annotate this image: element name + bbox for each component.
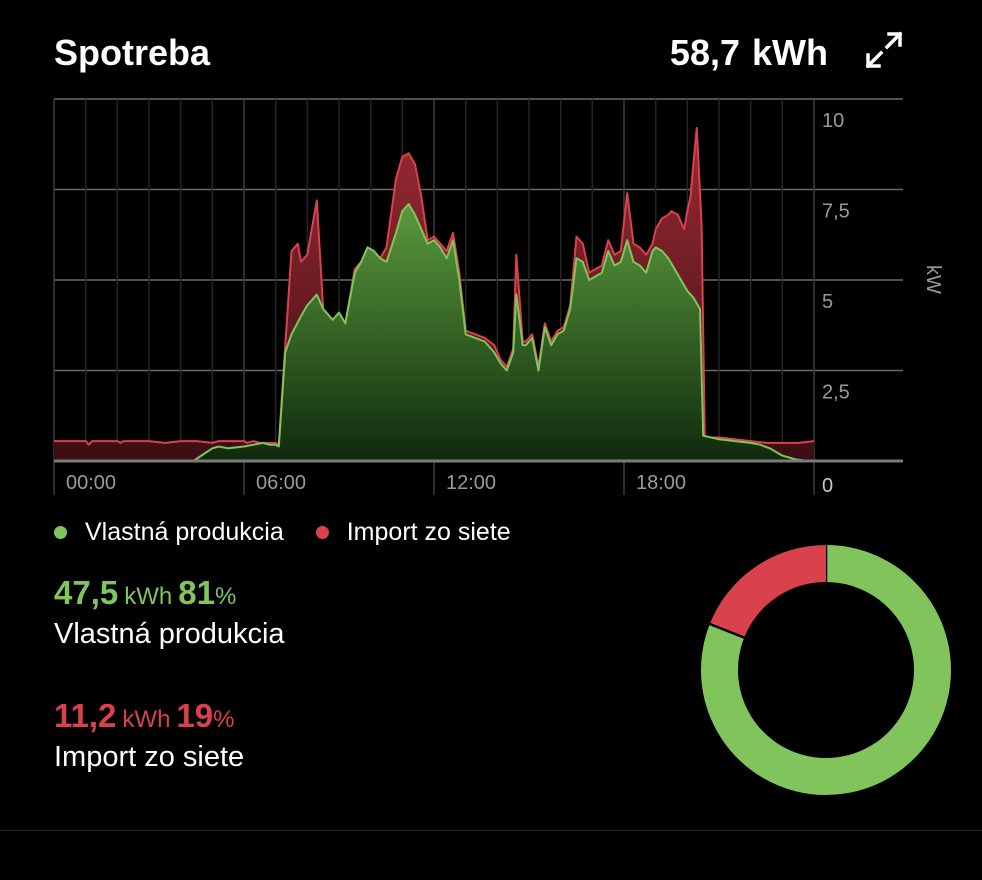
consumption-chart: 00:00 06:00 12:00 18:00 10 7,5 5 2,5 0 kW	[53, 98, 944, 497]
total-unit: kWh	[752, 32, 828, 73]
stat-production-unit: kWh	[124, 583, 173, 610]
y-tick-label: 2,5	[822, 382, 850, 404]
expand-button[interactable]	[864, 30, 904, 70]
x-tick-label: 12:00	[446, 472, 496, 494]
legend-item-import[interactable]: Import zo siete	[315, 517, 511, 547]
stat-production-percent: 81	[178, 574, 215, 611]
donut-separator	[709, 622, 745, 639]
series-line-production	[54, 203, 814, 462]
donut-slice-production	[701, 545, 951, 795]
card-title: Spotreba	[54, 32, 211, 73]
total-value: 58,7	[669, 32, 740, 73]
stat-import-percent-sign: %	[213, 706, 235, 733]
legend-dot-import	[315, 525, 329, 539]
bottom-divider	[0, 830, 982, 831]
x-tick-label: 06:00	[256, 472, 306, 494]
x-tick-label: 18:00	[636, 472, 686, 494]
series-line-import	[54, 127, 815, 446]
stat-production-value: 47,5	[54, 574, 119, 611]
stat-import-values: 11,2 kWh 19%	[54, 697, 244, 735]
total-consumption: 58,7 kWh	[670, 32, 828, 74]
stat-production-percent-sign: %	[214, 583, 237, 610]
expand-arrows-icon	[865, 31, 903, 69]
y-tick-label: 7,5	[822, 201, 850, 223]
stat-import-label: Import zo siete	[54, 741, 245, 773]
legend-dot-production	[54, 525, 67, 539]
stat-import: 11,2 kWh 19% Import zo siete	[54, 697, 244, 774]
y-tick-label: 10	[822, 110, 844, 132]
card-header: Spotreba 58,7 kWh	[54, 28, 904, 76]
stat-production-values: 47,5 kWh 81%	[54, 574, 285, 612]
stat-import-unit: kWh	[122, 706, 171, 733]
stat-import-value: 11,2	[54, 697, 117, 734]
legend-item-production[interactable]: Vlastná produkcia	[54, 518, 284, 547]
y-tick-label: 0	[822, 475, 833, 497]
stat-production: 47,5 kWh 81% Vlastná produkcia	[54, 574, 285, 651]
series-area-production	[54, 204, 814, 461]
legend-label-production: Vlastná produkcia	[85, 517, 284, 546]
stat-import-percent: 19	[176, 697, 214, 734]
y-axis-label: kW	[922, 265, 944, 294]
chart-legend: Vlastná produkcia Import zo siete	[54, 515, 543, 549]
y-tick-label: 5	[822, 291, 833, 313]
donut-slice-import	[709, 545, 827, 639]
stat-production-label: Vlastná produkcia	[54, 618, 285, 650]
legend-label-import: Import zo siete	[346, 517, 511, 546]
x-tick-label: 00:00	[66, 472, 116, 494]
share-donut-chart	[701, 545, 951, 795]
